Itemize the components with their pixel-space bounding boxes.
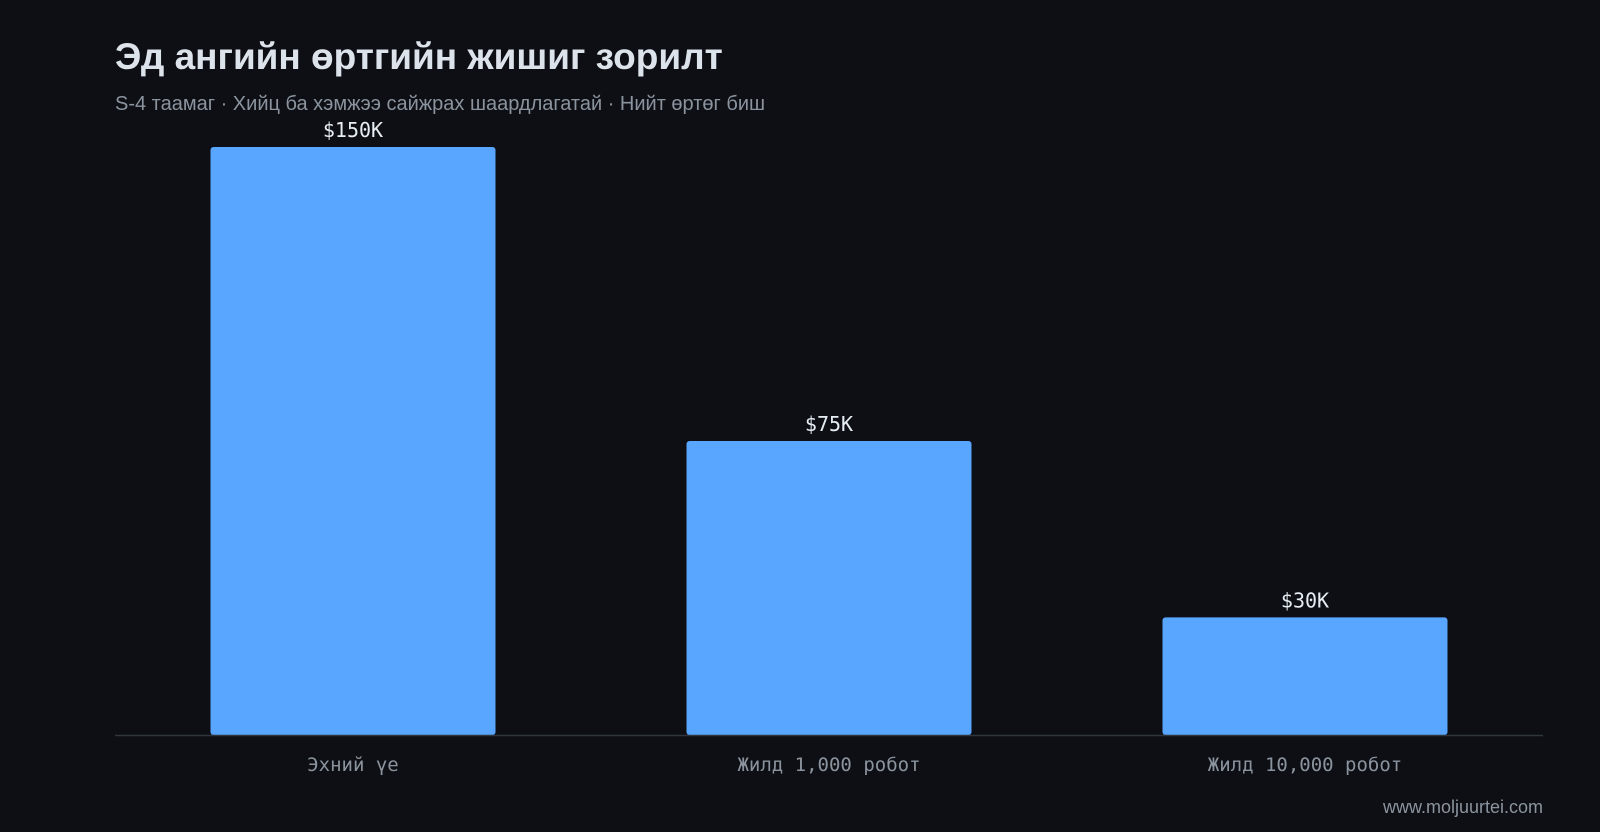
chart-subtitle: S-4 таамаг · Хийц ба хэмжээ сайжрах шаар…: [115, 93, 766, 115]
bar-value-label: $150K: [323, 118, 383, 142]
x-tick-label: Эхний үе: [307, 754, 399, 776]
x-tick-label: Жилд 10,000 робот: [1208, 754, 1402, 776]
x-tick-label: Жилд 1,000 робот: [737, 754, 920, 776]
watermark-link[interactable]: www.moljuurtei.com: [1382, 797, 1543, 817]
bar-value-label: $30K: [1281, 588, 1329, 612]
bar-3: [1162, 617, 1448, 735]
chart-title: Эд ангийн өртгийн жишиг зорилт: [115, 36, 723, 77]
bar-value-label: $75K: [805, 412, 853, 436]
bar-1: [210, 147, 496, 735]
bar-2: [686, 441, 972, 735]
